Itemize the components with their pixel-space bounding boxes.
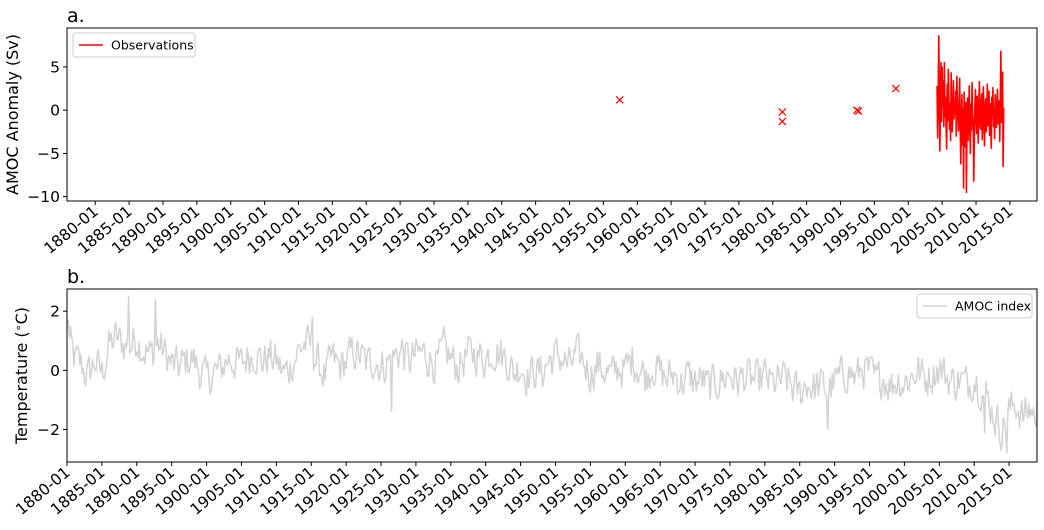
- y-tick-label: −10: [27, 188, 60, 206]
- panel-b-legend: AMOC index: [916, 293, 1033, 319]
- y-tick-label: 5: [50, 58, 60, 76]
- y-tick-label: 0: [50, 102, 60, 120]
- panel-b-x-ticks: 1880-011885-011890-011895-011900-011905-…: [12, 462, 1016, 519]
- panel-b-legend-label: AMOC index: [955, 299, 1031, 314]
- panel-a-x-ticks: 1880-011885-011890-011895-011900-011905-…: [41, 201, 1016, 258]
- panel-b-series-amoc-index: [66, 295, 1038, 454]
- observation-x-marker: [778, 107, 787, 116]
- panel-b-legend-box: [916, 293, 1033, 319]
- panel-b-label: b.: [67, 266, 85, 288]
- panel-b-ylabel-degree: ∘: [12, 324, 25, 331]
- observations-line: [936, 34, 1005, 194]
- y-tick-label: 2: [50, 303, 60, 321]
- panel-a-legend-box: [72, 32, 196, 58]
- panel-b-ylabel: Temperature (∘C): [12, 307, 31, 445]
- panel-a-legend-label: Observations: [111, 38, 194, 53]
- panel-a-label: a.: [67, 5, 85, 27]
- y-tick-label: −2: [37, 421, 60, 439]
- panel-a-y-ticks: −10 −5 0 5: [27, 58, 67, 206]
- panel-a-plot-frame: [66, 27, 1038, 202]
- observation-x-marker: [778, 117, 787, 126]
- panel-b-plot-frame: [66, 288, 1038, 463]
- y-tick-label: 0: [50, 362, 60, 380]
- panel-a-ylabel: AMOC Anomaly (Sv): [3, 34, 22, 195]
- observation-x-marker: [854, 107, 863, 115]
- amoc-index-line: [66, 295, 1038, 454]
- panel-b-y-ticks: −2 0 2: [37, 303, 67, 439]
- observation-x-marker: [615, 95, 624, 104]
- y-tick-label: −5: [37, 145, 60, 163]
- panel-a-legend: Observations: [72, 32, 196, 58]
- observation-x-marker: [891, 84, 900, 93]
- panel-b: b. −2 0 2 1880-011885-011890-011895-011900…: [12, 266, 1038, 519]
- panel-a-series-markers: [615, 84, 900, 126]
- panel-a: a. −10 −5 0 5 1880-011885-011890-011895-011…: [3, 5, 1038, 258]
- panel-a-series-observations: [936, 34, 1005, 194]
